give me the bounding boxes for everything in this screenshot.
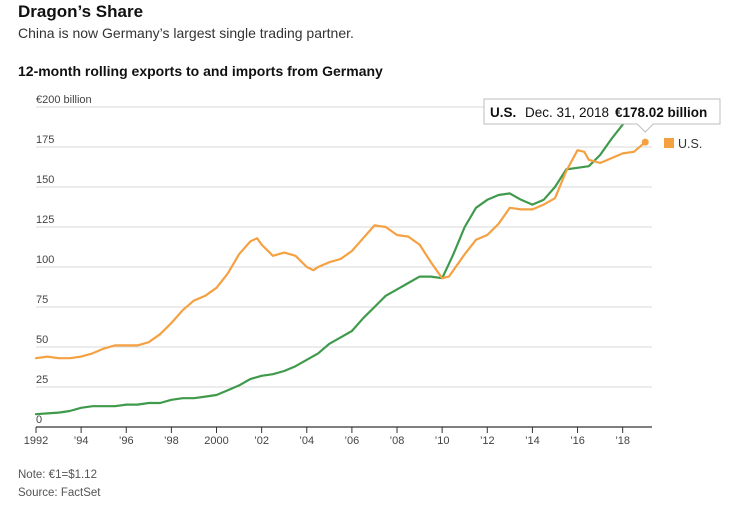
x-tick-label: ’96 [119, 435, 134, 447]
y-tick-label: 50 [36, 334, 48, 346]
x-tick-label: ’08 [390, 435, 405, 447]
us-endpoint-marker [641, 138, 649, 146]
y-tick-label: 150 [36, 174, 54, 186]
chart-heading: 12-month rolling exports to and imports … [18, 63, 383, 79]
y-tick-label: 75 [36, 294, 48, 306]
source-note: Source: FactSet [18, 487, 101, 499]
y-axis-labels: 0 25 50 75 100 125 150 175 €200 billion [36, 94, 92, 426]
x-tick-label: 2000 [204, 435, 228, 447]
footnote: Note: €1=$1.12 [18, 469, 97, 481]
y-tick-label: 125 [36, 214, 54, 226]
chart-title: Dragon’s Share [18, 2, 144, 21]
y-tick-label: 0 [36, 414, 42, 426]
x-tick-label: 1992 [24, 435, 48, 447]
series-lines [34, 112, 649, 416]
legend: U.S. [664, 137, 702, 151]
tooltip-date: Dec. 31, 2018 [525, 105, 609, 120]
x-tick-label: ’98 [164, 435, 179, 447]
legend-swatch-us [664, 138, 674, 148]
tooltip-box [483, 98, 721, 133]
x-tick-label: ’02 [254, 435, 269, 447]
y-tick-label: 100 [36, 254, 54, 266]
x-tick-label: ’18 [615, 435, 630, 447]
series-line-china [34, 112, 638, 416]
series-line-u-s [34, 141, 647, 360]
legend-label-us: U.S. [678, 137, 702, 151]
x-tick-label: ’16 [570, 435, 585, 447]
x-tick-label: ’10 [435, 435, 450, 447]
y-tick-label: 175 [36, 134, 54, 146]
y-tick-label: 25 [36, 374, 48, 386]
x-tick-label: ’04 [299, 435, 314, 447]
y-tick-label: €200 billion [36, 94, 92, 106]
tooltip-value: €178.02 billion [615, 105, 707, 120]
tooltip-series: U.S. [490, 105, 516, 120]
x-tick-label: ’12 [480, 435, 495, 447]
x-tick-label: ’94 [74, 435, 89, 447]
x-tick-label: ’06 [345, 435, 360, 447]
x-tick-label: ’14 [525, 435, 540, 447]
hover-tooltip: U.S. Dec. 31, 2018 €178.02 billion [483, 98, 721, 133]
x-axis: 1992 ’94 ’96 ’98 2000 ’02 ’04 ’06 ’08 ’10 ’12 ’14 ’1… [24, 426, 652, 447]
chart-subtitle: China is now Germany’s largest single tr… [18, 25, 354, 41]
